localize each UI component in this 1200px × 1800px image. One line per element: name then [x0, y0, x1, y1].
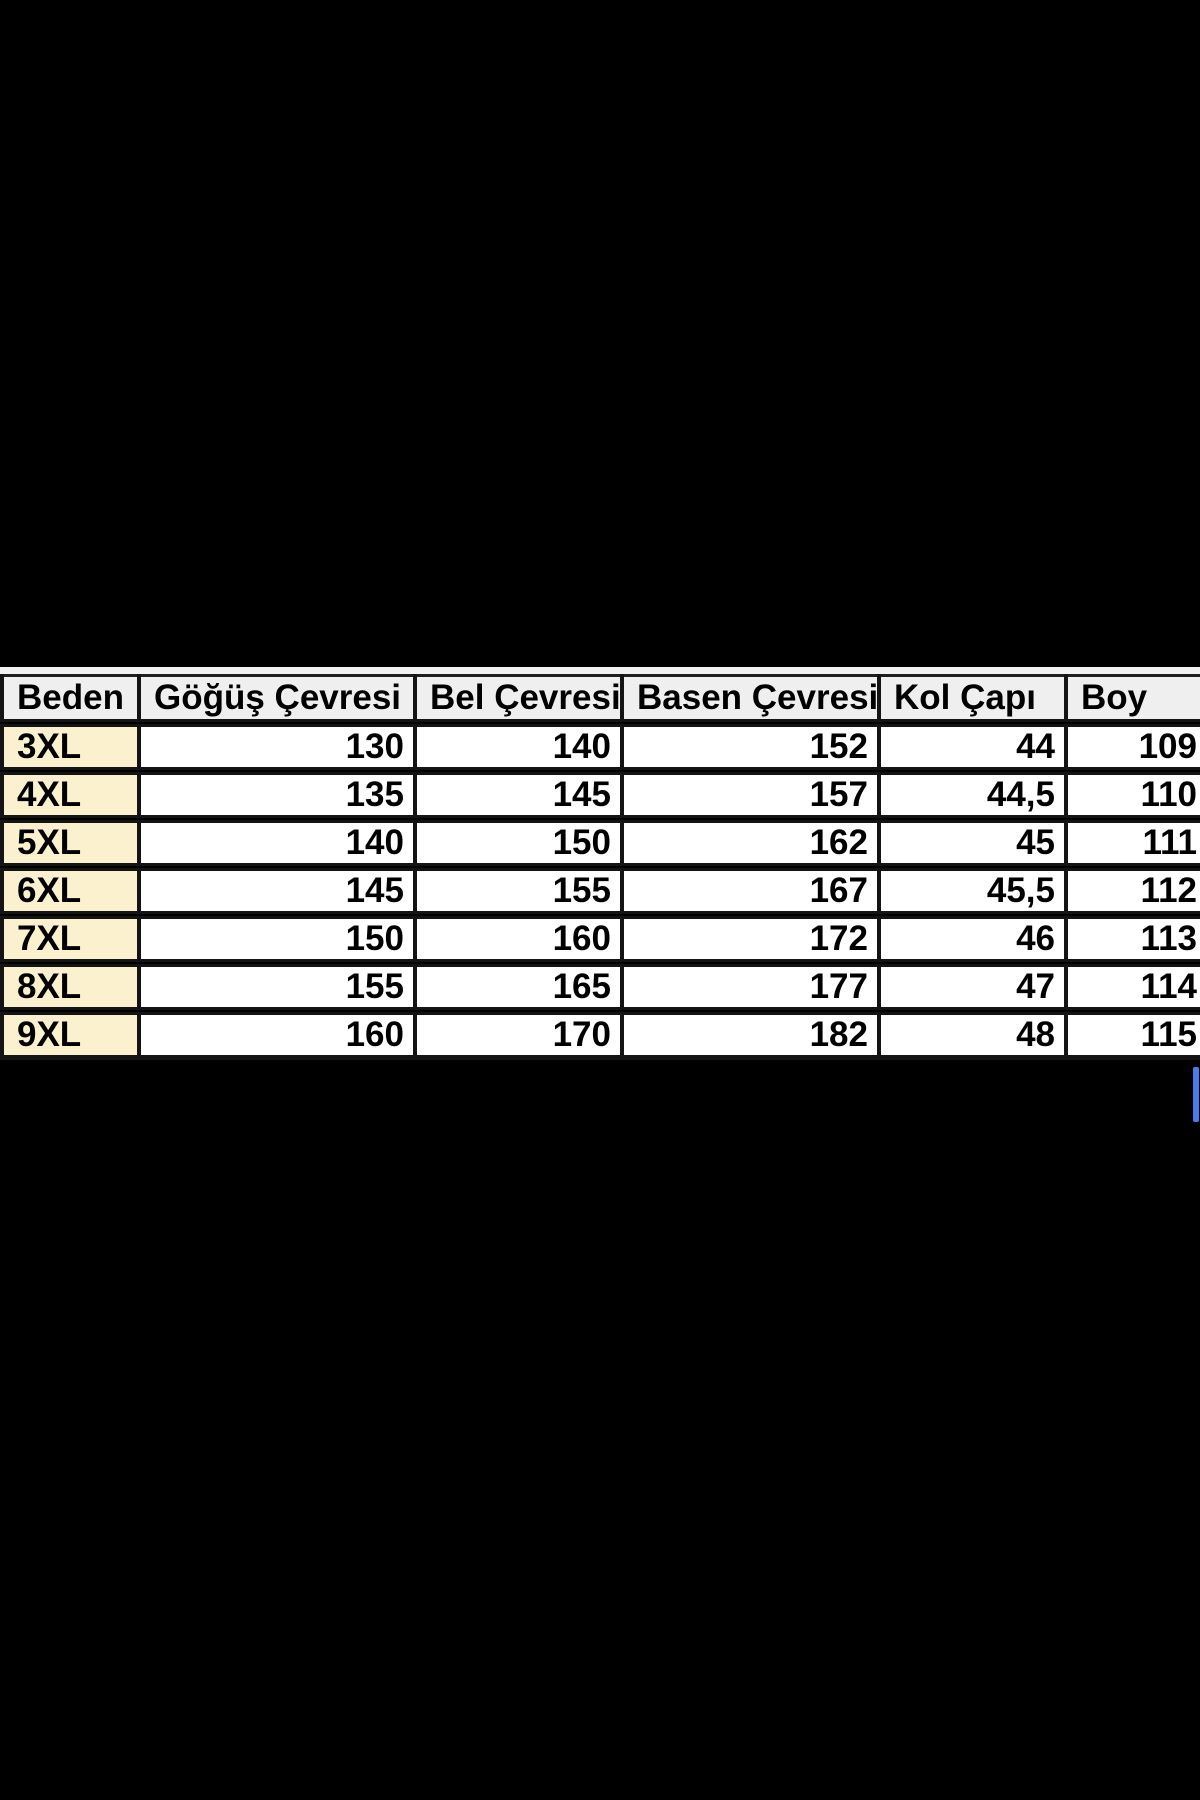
active-cell-cursor: [1193, 1067, 1199, 1122]
cell-chest[interactable]: 130: [139, 722, 417, 775]
cell-chest[interactable]: 135: [139, 770, 417, 823]
cell-chest[interactable]: 145: [139, 866, 417, 919]
cell-waist[interactable]: 140: [415, 722, 624, 775]
cell-waist[interactable]: 160: [415, 914, 624, 967]
column-header-kol[interactable]: Kol Çapı: [879, 674, 1068, 727]
cell-size[interactable]: 9XL: [0, 1010, 141, 1060]
cell-chest[interactable]: 160: [139, 1010, 417, 1060]
cell-size[interactable]: 7XL: [0, 914, 141, 967]
cell-hip[interactable]: 162: [622, 818, 881, 871]
cell-waist[interactable]: 150: [415, 818, 624, 871]
cell-waist[interactable]: 145: [415, 770, 624, 823]
cell-size[interactable]: 4XL: [0, 770, 141, 823]
table-row: 9XL 160 170 182 48 115: [0, 1010, 1200, 1060]
cell-waist[interactable]: 165: [415, 962, 624, 1015]
table-row: 8XL 155 165 177 47 114: [0, 962, 1200, 1015]
cell-length[interactable]: 110: [1066, 770, 1200, 823]
cell-size[interactable]: 6XL: [0, 866, 141, 919]
cell-length[interactable]: 113: [1066, 914, 1200, 967]
table-row: 5XL 140 150 162 45 111: [0, 818, 1200, 871]
cell-size[interactable]: 8XL: [0, 962, 141, 1015]
cell-waist[interactable]: 170: [415, 1010, 624, 1060]
cell-size[interactable]: 5XL: [0, 818, 141, 871]
column-header-basen[interactable]: Basen Çevresi: [622, 674, 881, 727]
cell-chest[interactable]: 150: [139, 914, 417, 967]
cell-size[interactable]: 3XL: [0, 722, 141, 775]
table-row: 6XL 145 155 167 45,5 112: [0, 866, 1200, 919]
spreadsheet-region: Beden Göğüş Çevresi Bel Çevresi Basen Çe…: [0, 667, 1200, 1060]
cell-chest[interactable]: 155: [139, 962, 417, 1015]
cell-arm[interactable]: 48: [879, 1010, 1068, 1060]
cell-hip[interactable]: 152: [622, 722, 881, 775]
header-row: Beden Göğüş Çevresi Bel Çevresi Basen Çe…: [0, 674, 1200, 727]
size-chart-table: Beden Göğüş Çevresi Bel Çevresi Basen Çe…: [0, 674, 1200, 1060]
column-header-gogus[interactable]: Göğüş Çevresi: [139, 674, 417, 727]
cell-arm[interactable]: 44: [879, 722, 1068, 775]
cell-arm[interactable]: 44,5: [879, 770, 1068, 823]
column-header-bel[interactable]: Bel Çevresi: [415, 674, 624, 727]
cell-waist[interactable]: 155: [415, 866, 624, 919]
cell-arm[interactable]: 45,5: [879, 866, 1068, 919]
cell-length[interactable]: 109: [1066, 722, 1200, 775]
cell-hip[interactable]: 157: [622, 770, 881, 823]
cell-arm[interactable]: 47: [879, 962, 1068, 1015]
table-row: 4XL 135 145 157 44,5 110: [0, 770, 1200, 823]
cell-hip[interactable]: 167: [622, 866, 881, 919]
column-header-beden[interactable]: Beden: [0, 674, 141, 727]
row-above-sliver: [0, 667, 1200, 674]
cell-length[interactable]: 111: [1066, 818, 1200, 871]
cell-hip[interactable]: 172: [622, 914, 881, 967]
cell-hip[interactable]: 177: [622, 962, 881, 1015]
cell-chest[interactable]: 140: [139, 818, 417, 871]
cell-length[interactable]: 115: [1066, 1010, 1200, 1060]
cell-length[interactable]: 112: [1066, 866, 1200, 919]
cell-hip[interactable]: 182: [622, 1010, 881, 1060]
table-row: 3XL 130 140 152 44 109: [0, 722, 1200, 775]
column-header-boy[interactable]: Boy: [1066, 674, 1200, 727]
cell-arm[interactable]: 45: [879, 818, 1068, 871]
cell-arm[interactable]: 46: [879, 914, 1068, 967]
table-row: 7XL 150 160 172 46 113: [0, 914, 1200, 967]
cell-length[interactable]: 114: [1066, 962, 1200, 1015]
